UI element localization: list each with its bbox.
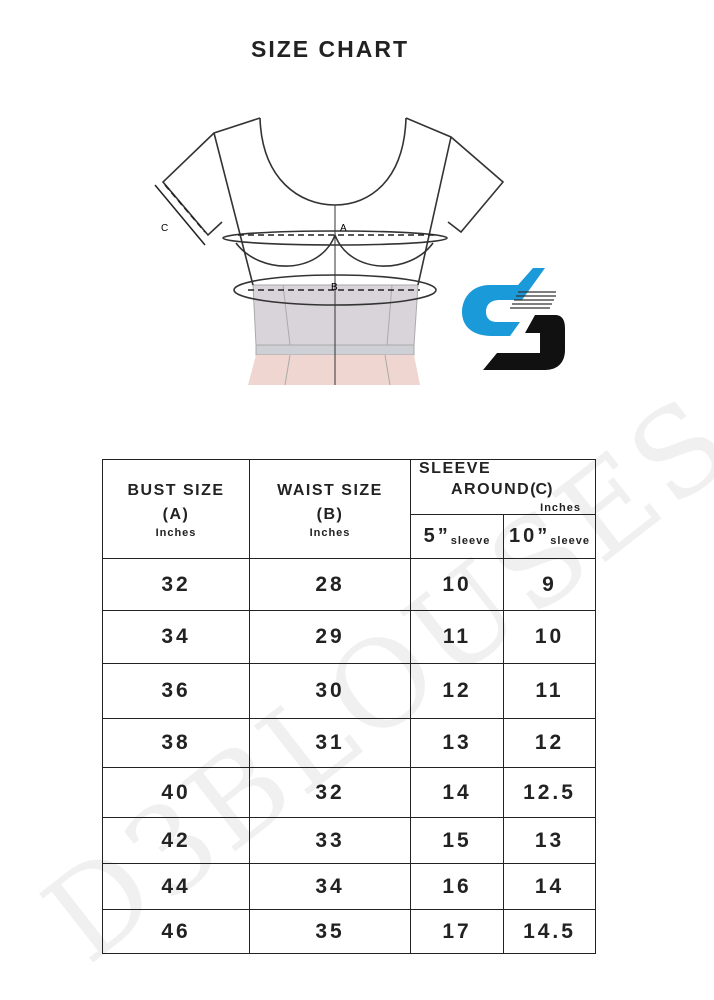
header-sleeve-10: 10”sleeve xyxy=(503,514,596,559)
page-title: SIZE CHART xyxy=(251,36,409,62)
table-cell: 35 xyxy=(249,909,411,954)
table-row: 36 30 12 11 xyxy=(102,663,596,719)
table-cell: 30 xyxy=(249,663,411,719)
table-cell: 29 xyxy=(249,610,411,664)
table-cell: 17 xyxy=(410,909,504,954)
bust-label: BUST SIZE xyxy=(127,482,225,499)
table-cell: 46 xyxy=(102,909,250,954)
label-a: A xyxy=(340,223,347,234)
sleeve-arrow xyxy=(154,184,206,246)
label-b: B xyxy=(331,282,338,293)
table-cell: 13 xyxy=(503,817,596,864)
bust-code: (A) xyxy=(162,506,190,523)
table-cell: 10 xyxy=(410,558,504,611)
header-sleeve-5: 5”sleeve xyxy=(410,514,504,559)
sleeve-unit: Inches xyxy=(540,502,581,514)
table-row: 38 31 13 12 xyxy=(102,718,596,768)
table-cell: 44 xyxy=(102,863,250,910)
table-cell: 33 xyxy=(249,817,411,864)
waist-unit: Inches xyxy=(309,527,351,539)
table-row: 34 29 11 10 xyxy=(102,610,596,664)
table-cell: 28 xyxy=(249,558,411,611)
table-cell: 12.5 xyxy=(503,767,596,818)
table-cell: 32 xyxy=(249,767,411,818)
table-cell: 11 xyxy=(410,610,504,664)
table-cell: 40 xyxy=(102,767,250,818)
waist-code: (B) xyxy=(316,506,344,523)
sleeve-word: sleeve xyxy=(550,535,590,547)
header-bust: BUST SIZE (A) Inches xyxy=(102,459,250,559)
sleeve-label-2: AROUND xyxy=(451,481,531,498)
measure-lines xyxy=(164,184,437,291)
table-cell: 31 xyxy=(249,718,411,768)
table-cell: 14 xyxy=(410,767,504,818)
sleeve-label-1: SLEEVE xyxy=(419,460,492,477)
table-cell: 42 xyxy=(102,817,250,864)
table-cell: 12 xyxy=(410,663,504,719)
table-cell: 34 xyxy=(102,610,250,664)
table-row: 32 28 10 9 xyxy=(102,558,596,611)
blouse-diagram: C A B xyxy=(154,117,565,386)
skirt xyxy=(248,284,420,386)
waist-label: WAIST SIZE xyxy=(277,482,383,499)
table-row: 40 32 14 12.5 xyxy=(102,767,596,818)
brand-logo-icon xyxy=(462,268,565,370)
table-cell: 16 xyxy=(410,863,504,910)
sleeve5-label: 5” xyxy=(423,525,451,547)
sleeve-code: (C) xyxy=(530,481,553,498)
table-cell: 34 xyxy=(249,863,411,910)
table-row: 44 34 16 14 xyxy=(102,863,596,910)
table-cell: 15 xyxy=(410,817,504,864)
sleeve10-label: 10” xyxy=(509,525,551,547)
size-table: BUST SIZE (A) Inches WAIST SIZE (B) Inch… xyxy=(102,459,596,954)
table-cell: 14 xyxy=(503,863,596,910)
header-waist: WAIST SIZE (B) Inches xyxy=(249,459,411,559)
sleeve-word: sleeve xyxy=(450,535,491,547)
blouse-outline xyxy=(161,117,505,385)
header-sleeve: SLEEVE AROUND(C) Inches xyxy=(410,459,596,515)
table-cell: 13 xyxy=(410,718,504,768)
table-row: 46 35 17 14.5 xyxy=(102,909,596,954)
table-cell: 10 xyxy=(503,610,596,664)
table-cell: 11 xyxy=(503,663,596,719)
table-cell: 12 xyxy=(503,718,596,768)
bust-unit: Inches xyxy=(155,527,197,539)
table-cell: 14.5 xyxy=(503,909,596,954)
table-cell: 36 xyxy=(102,663,250,719)
label-c: C xyxy=(161,223,168,234)
table-cell: 38 xyxy=(102,718,250,768)
table-cell: 9 xyxy=(503,558,596,611)
table-cell: 32 xyxy=(102,558,250,611)
table-row: 42 33 15 13 xyxy=(102,817,596,864)
